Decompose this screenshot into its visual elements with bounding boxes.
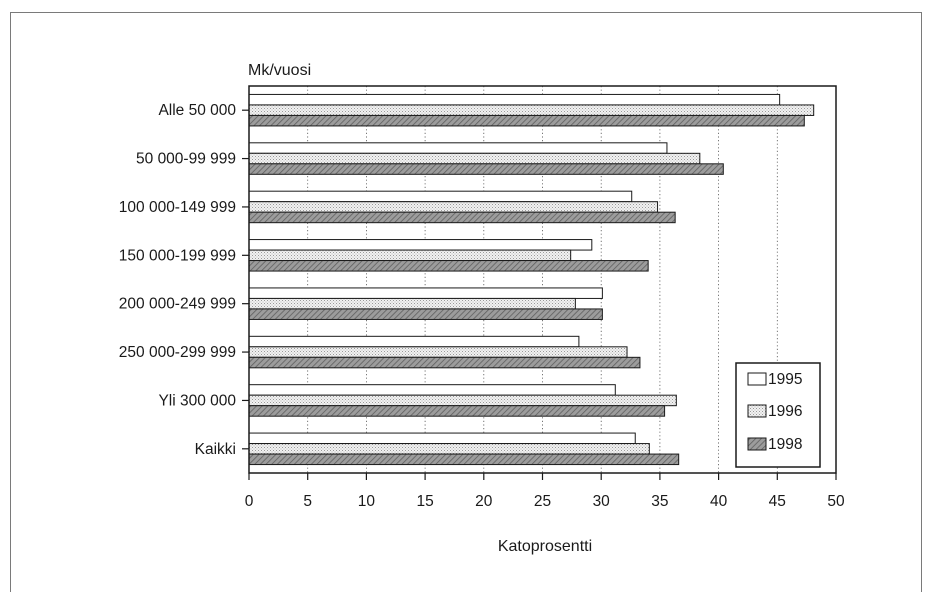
legend-label-1995: 1995 — [768, 371, 802, 388]
bar-1995-6 — [248, 384, 616, 396]
bar-1995-4 — [248, 287, 603, 299]
x-tick-label: 10 — [358, 493, 376, 510]
x-tick-label: 45 — [769, 493, 786, 510]
legend-swatch-1998 — [747, 437, 767, 451]
legend-swatch-1996 — [747, 404, 767, 418]
y-axis-ticks: Alle 50 000 50 000-99 999 100 000-149 999 1… — [119, 102, 249, 458]
category-label: 150 000-199 999 — [119, 247, 236, 264]
bar-1995-0 — [248, 93, 781, 106]
bar-1996-7 — [248, 443, 650, 455]
bar-1998-1 — [248, 163, 724, 175]
bar-1996-5 — [248, 346, 628, 358]
legend: 1995 1996 1998 — [735, 362, 821, 468]
bar-1996-1 — [248, 152, 701, 165]
bar-1996-3 — [248, 249, 572, 262]
bar-1996-4 — [248, 297, 576, 310]
bar-chart: Mk/vuosi Katoprosentti Alle 50 000 50 000… — [119, 62, 845, 555]
bar-1995-5 — [248, 335, 580, 348]
category-label: Kaikki — [195, 441, 236, 458]
category-label: Yli 300 000 — [158, 392, 236, 409]
bar-1995-2 — [248, 190, 633, 203]
bars-group — [248, 93, 815, 466]
bar-1998-7 — [248, 453, 680, 466]
x-tick-label: 25 — [534, 493, 551, 510]
bar-1998-5 — [248, 356, 641, 369]
x-tick-label: 15 — [416, 493, 433, 510]
category-label: Alle 50 000 — [158, 102, 236, 119]
x-tick-label: 35 — [651, 493, 668, 510]
bar-1995-7 — [248, 432, 636, 445]
x-axis-title: Katoprosentti — [498, 538, 592, 555]
x-tick-label: 40 — [710, 493, 728, 510]
bar-1996-6 — [248, 394, 677, 407]
bar-1995-3 — [248, 239, 593, 251]
legend-swatch-1995 — [747, 372, 767, 386]
legend-label-1998: 1998 — [768, 436, 802, 453]
x-tick-label: 0 — [245, 493, 254, 510]
x-axis-ticks: 0 5 10 15 20 25 30 35 40 45 50 — [245, 473, 845, 510]
y-axis-title: Mk/vuosi — [248, 62, 311, 79]
bar-1996-0 — [248, 104, 815, 116]
category-label: 50 000-99 999 — [136, 151, 236, 168]
category-label: 250 000-299 999 — [119, 344, 236, 361]
bar-1996-2 — [248, 201, 659, 213]
category-label: 100 000-149 999 — [119, 199, 236, 216]
bar-1995-1 — [248, 142, 668, 154]
bar-1998-6 — [248, 405, 666, 417]
bar-1998-4 — [248, 308, 603, 320]
x-tick-label: 5 — [303, 493, 312, 510]
category-label: 200 000-249 999 — [119, 296, 236, 313]
x-tick-label: 20 — [475, 493, 493, 510]
bar-1998-2 — [248, 211, 676, 224]
x-tick-label: 30 — [593, 493, 611, 510]
bar-1998-0 — [248, 114, 805, 127]
x-tick-label: 50 — [827, 493, 845, 510]
bar-1998-3 — [248, 260, 649, 272]
legend-label-1996: 1996 — [768, 403, 802, 420]
